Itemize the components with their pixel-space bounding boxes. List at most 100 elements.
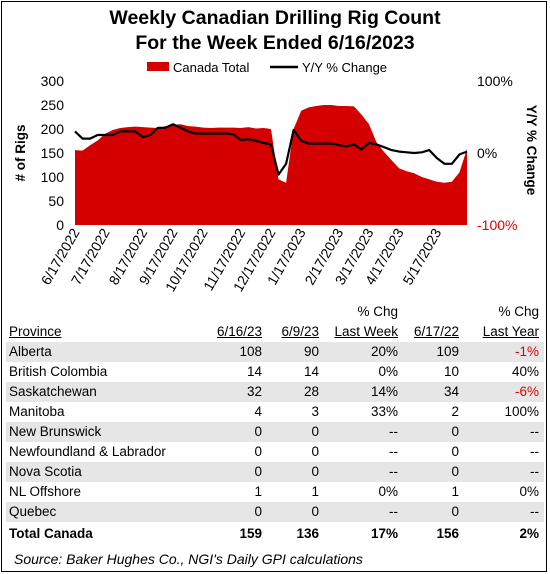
header-d2: 6/9/23 — [281, 324, 319, 339]
table-row: Saskatchewan 32 28 14% 34 -6% — [6, 382, 544, 402]
table-row: Quebec 0 0 -- 0 -- — [6, 502, 544, 522]
x-tick-label: 5/17/2023 — [399, 225, 444, 287]
cell-chg_year: -- — [530, 444, 539, 459]
cell-d2: 3 — [311, 404, 319, 419]
cell-province: NL Offshore — [9, 484, 82, 499]
cell-province: New Brunswick — [9, 424, 102, 439]
cell-d1: 108 — [239, 344, 262, 359]
cell-d1: 0 — [254, 504, 262, 519]
cell-d3: 1 — [451, 484, 459, 499]
table-header-top: % Chg % Chg — [6, 302, 544, 322]
cell-chg_year: -1% — [514, 344, 539, 359]
cell-d2: 1 — [311, 484, 319, 499]
table-total-row: Total Canada 159 136 17% 156 2% — [6, 524, 544, 544]
cell-d3: 109 — [436, 344, 459, 359]
cell-d3: 2 — [451, 404, 459, 419]
cell-province: Quebec — [9, 504, 57, 519]
legend-area-label: Canada Total — [173, 60, 249, 75]
cell-d1: 0 — [254, 444, 262, 459]
cell-d3: 0 — [451, 424, 459, 439]
table-row: Alberta 108 90 20% 109 -1% — [6, 342, 544, 362]
header-chg-week-top: % Chg — [357, 304, 398, 319]
cell-province: Nova Scotia — [9, 464, 82, 479]
cell-chg_week: -- — [389, 424, 398, 439]
cell-chg_year: -- — [530, 464, 539, 479]
cell-chg_year: -- — [530, 424, 539, 439]
table-row: Nova Scotia 0 0 -- 0 -- — [6, 462, 544, 482]
cell-d2: 0 — [311, 424, 319, 439]
y-tick-label: 300 — [41, 73, 65, 89]
total-province: Total Canada — [9, 526, 93, 541]
y2-tick-label: 0% — [477, 145, 497, 161]
table-header: Province 6/16/23 6/9/23 Last Week 6/17/22 Las… — [6, 322, 544, 342]
cell-chg_week: -- — [389, 444, 398, 459]
cell-chg_week: 20% — [370, 344, 398, 359]
cell-province: Manitoba — [9, 404, 65, 419]
y-tick-label: 150 — [41, 145, 65, 161]
y-axis-title: # of Rigs — [13, 124, 28, 181]
header-d1: 6/16/23 — [216, 324, 262, 339]
cell-chg_year: 40% — [511, 364, 539, 379]
cell-province: Alberta — [9, 344, 52, 359]
y2-axis-title: Y/Y % Change — [524, 105, 539, 196]
cell-d1: 4 — [254, 404, 262, 419]
chart-title-line2: For the Week Ended 6/16/2023 — [135, 32, 415, 54]
cell-province: British Colombia — [9, 364, 108, 379]
cell-chg_year: 0% — [519, 484, 539, 499]
legend-line-label: Y/Y % Change — [302, 60, 387, 75]
cell-d2: 0 — [311, 504, 319, 519]
y-tick-label: 200 — [41, 121, 65, 137]
cell-d2: 0 — [311, 444, 319, 459]
total-chg_week: 17% — [370, 526, 398, 541]
y-tick-label: 100 — [41, 169, 65, 185]
table-row: NL Offshore 1 1 0% 1 0% — [6, 482, 544, 502]
y-tick-label: 250 — [41, 97, 65, 113]
total-d2: 136 — [296, 526, 319, 541]
cell-d3: 0 — [451, 444, 459, 459]
series-line-yy-change — [74, 123, 468, 176]
cell-chg_year: -6% — [514, 384, 539, 399]
header-chg_year: Last Year — [482, 324, 539, 339]
y2-tick-label: -100% — [477, 217, 517, 233]
table-row: British Colombia 14 14 0% 10 40% — [6, 362, 544, 382]
cell-d2: 0 — [311, 464, 319, 479]
table-row: Manitoba 4 3 33% 2 100% — [6, 402, 544, 422]
cell-d1: 0 — [254, 424, 262, 439]
y2-tick-label: 100% — [477, 73, 513, 89]
table-row: New Brunswick 0 0 -- 0 -- — [6, 422, 544, 442]
cell-d3: 0 — [451, 464, 459, 479]
cell-chg_year: 100% — [504, 404, 539, 419]
cell-d3: 34 — [443, 384, 459, 399]
header-chg-year-top: % Chg — [498, 304, 539, 319]
cell-d1: 0 — [254, 464, 262, 479]
cell-d2: 14 — [303, 364, 319, 379]
legend-area-swatch — [147, 62, 169, 71]
header-chg_week: Last Week — [334, 324, 398, 339]
y-tick-label: 0 — [56, 217, 64, 233]
total-d1: 159 — [239, 526, 262, 541]
cell-chg_year: -- — [530, 504, 539, 519]
header-province: Province — [9, 324, 62, 339]
cell-chg_week: 0% — [378, 484, 398, 499]
rig-count-chart: Canada Total Y/Y % Change 0 50 100 150 200 250 3… — [13, 60, 539, 294]
series-area-canada-total — [75, 105, 467, 225]
cell-chg_week: 0% — [378, 364, 398, 379]
y-tick-label: 50 — [48, 193, 64, 209]
table-row: Newfoundland & Labrador 0 0 -- 0 -- — [6, 442, 544, 462]
chart-title-line1: Weekly Canadian Drilling Rig Count — [109, 7, 441, 29]
source-note: Source: Baker Hughes Co., NGI's Daily GP… — [14, 551, 363, 567]
cell-province: Newfoundland & Labrador — [9, 444, 166, 459]
cell-chg_week: 14% — [370, 384, 398, 399]
cell-d1: 1 — [254, 484, 262, 499]
cell-d1: 32 — [246, 384, 262, 399]
cell-d3: 10 — [443, 364, 459, 379]
cell-d3: 0 — [451, 504, 459, 519]
cell-d1: 14 — [246, 364, 262, 379]
header-d3: 6/17/22 — [413, 324, 459, 339]
cell-chg_week: -- — [389, 504, 398, 519]
cell-province: Saskatchewan — [9, 384, 97, 399]
cell-d2: 90 — [303, 344, 319, 359]
cell-d2: 28 — [303, 384, 319, 399]
cell-chg_week: -- — [389, 464, 398, 479]
